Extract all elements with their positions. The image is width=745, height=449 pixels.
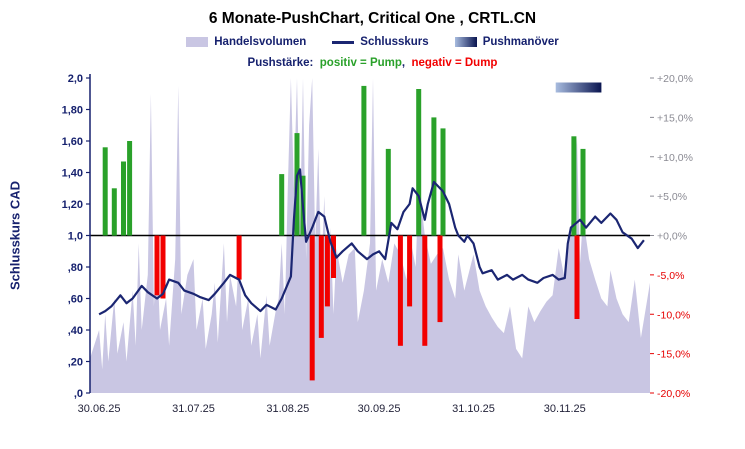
- pump-bar: [361, 85, 367, 236]
- left-axis-tick-label: 1,40: [62, 168, 83, 180]
- pump-label: positiv = Pump: [319, 57, 402, 69]
- left-axis-tick-label: 2,0: [68, 73, 83, 85]
- right-axis-tick-label: +15,0%: [657, 112, 693, 124]
- chart-area: 2,0 1,80 1,60 1,40 1,20 1,0 ,80 ,60 ,40 ,20 ,0 +20,…: [0, 70, 745, 449]
- left-axis-tick-label: ,0: [74, 388, 83, 400]
- x-axis-tick-label: 30.06.25: [78, 403, 121, 415]
- right-axis-tick-label: +10,0%: [657, 152, 693, 164]
- x-axis-tick-label: 31.07.25: [172, 403, 215, 415]
- push-maneuver-bar: [555, 82, 602, 93]
- close-swatch: [332, 40, 355, 44]
- pump-bar: [127, 141, 133, 236]
- right-axis-tick-label: -10,0%: [657, 309, 690, 321]
- dump-bar: [324, 235, 330, 307]
- right-axis-tick-label: +5,0%: [657, 191, 687, 203]
- left-axis-tick-label: 1,0: [68, 231, 83, 243]
- left-axis-tick-label: 1,20: [62, 199, 83, 211]
- left-axis-tick-label: ,40: [68, 325, 83, 337]
- right-axis-tick-label: -15,0%: [657, 349, 690, 361]
- dump-bar: [309, 235, 315, 381]
- pushchart-plot: 2,0 1,80 1,60 1,40 1,20 1,0 ,80 ,60 ,40 ,20 ,0 +20,…: [62, 73, 693, 415]
- left-axis-tick-label: ,20: [68, 357, 83, 369]
- dump-bar: [437, 235, 443, 323]
- volume-area: [90, 78, 650, 393]
- dump-bar: [236, 235, 242, 280]
- left-axis-tick-label: 1,60: [62, 136, 83, 148]
- pump-bar: [580, 148, 586, 236]
- legend-item-volume: Handelsvolumen: [186, 36, 306, 48]
- right-axis-tick-label: +20,0%: [657, 73, 693, 85]
- pump-bar: [111, 188, 117, 236]
- x-axis-tick-label: 31.08.25: [266, 403, 309, 415]
- x-axis-tick-label: 30.09.25: [358, 403, 401, 415]
- right-axis-tick-label: -5,0%: [657, 270, 684, 282]
- dump-bar: [422, 235, 428, 346]
- dump-bar: [154, 235, 160, 296]
- chart-title: 6 Monate-PushChart, Critical One , CRTL.…: [208, 10, 537, 27]
- dump-bar: [160, 235, 166, 299]
- legend-item-close: Schlusskurs: [332, 36, 429, 48]
- legend-separator: ,: [401, 57, 406, 69]
- dump-label: negativ = Dump: [411, 57, 498, 69]
- x-axis-tick-label: 31.10.25: [452, 403, 495, 415]
- legend-item-push: Pushmanöver: [454, 36, 559, 48]
- push-strength-legend: Pushstärke: positiv = Pump, negativ = Du…: [0, 57, 745, 69]
- pump-bar: [431, 117, 437, 236]
- pump-bar: [279, 174, 285, 236]
- left-axis-tick-label: ,60: [68, 294, 83, 306]
- push-strength-label: Pushstärke:: [247, 57, 314, 69]
- pump-bar: [385, 148, 391, 236]
- legend-close-label: Schlusskurs: [360, 36, 429, 48]
- legend-row: Handelsvolumen Schlusskurs Pushmanöver: [0, 36, 745, 48]
- right-axis-tick-label: +0,0%: [657, 231, 687, 243]
- close-price-line: [98, 168, 645, 316]
- dump-bar: [318, 235, 324, 338]
- dump-bar: [331, 235, 336, 278]
- pump-bar: [571, 136, 577, 236]
- left-axis-tick-label: 1,80: [62, 105, 83, 117]
- dump-bar: [574, 235, 580, 319]
- push-swatch: [454, 37, 477, 47]
- right-axis-tick-label: -20,0%: [657, 388, 690, 400]
- pump-bar: [102, 147, 108, 236]
- x-axis-tick-label: 30.11.25: [544, 403, 586, 415]
- dump-bar: [407, 235, 413, 307]
- pump-bar: [121, 161, 126, 236]
- left-axis-tick-label: ,80: [68, 262, 83, 274]
- pump-bar: [416, 89, 422, 236]
- volume-swatch: [186, 37, 209, 47]
- pump-bar: [440, 128, 446, 236]
- legend-push-label: Pushmanöver: [482, 36, 559, 48]
- dump-bar: [397, 235, 403, 346]
- legend-volume-label: Handelsvolumen: [214, 36, 307, 48]
